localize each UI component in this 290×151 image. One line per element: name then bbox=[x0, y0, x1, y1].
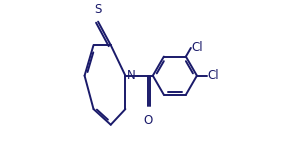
Text: Cl: Cl bbox=[192, 42, 203, 55]
Text: O: O bbox=[143, 114, 153, 127]
Text: N: N bbox=[126, 69, 135, 82]
Text: S: S bbox=[94, 3, 102, 16]
Text: Cl: Cl bbox=[208, 69, 219, 82]
